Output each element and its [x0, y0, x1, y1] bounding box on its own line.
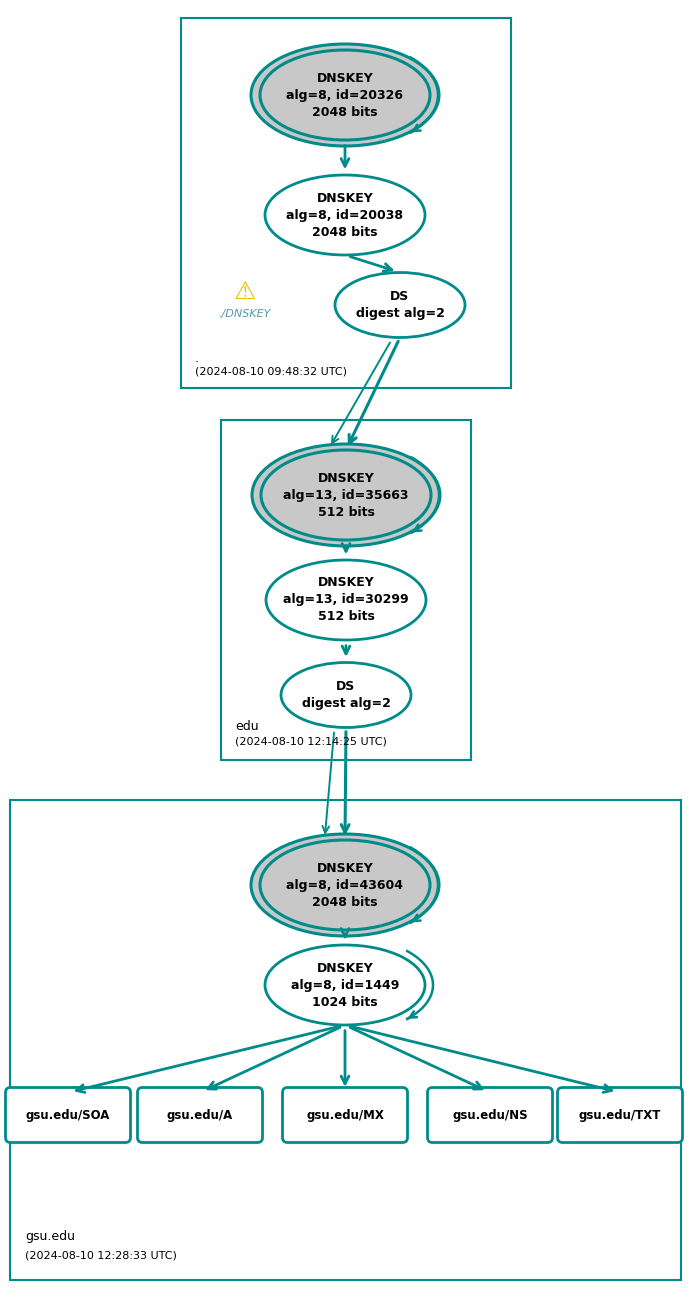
Bar	[221, 420, 471, 760]
FancyBboxPatch shape	[558, 1088, 683, 1143]
Ellipse shape	[260, 840, 430, 930]
Text: gsu.edu/SOA: gsu.edu/SOA	[26, 1109, 110, 1122]
Text: DNSKEY
alg=13, id=35663
512 bits: DNSKEY alg=13, id=35663 512 bits	[283, 471, 409, 518]
Ellipse shape	[260, 50, 430, 140]
Text: DS
digest alg=2: DS digest alg=2	[301, 680, 390, 710]
Text: DNSKEY
alg=8, id=43604
2048 bits: DNSKEY alg=8, id=43604 2048 bits	[287, 862, 404, 908]
Text: gsu.edu/A: gsu.edu/A	[167, 1109, 233, 1122]
Ellipse shape	[252, 443, 440, 546]
Ellipse shape	[281, 663, 411, 727]
Text: DNSKEY
alg=8, id=20326
2048 bits: DNSKEY alg=8, id=20326 2048 bits	[287, 71, 404, 118]
FancyBboxPatch shape	[428, 1088, 553, 1143]
Ellipse shape	[266, 560, 426, 640]
Text: (2024-08-10 12:28:33 UTC): (2024-08-10 12:28:33 UTC)	[25, 1250, 177, 1260]
Text: gsu.edu/NS: gsu.edu/NS	[452, 1109, 528, 1122]
Text: gsu.edu: gsu.edu	[25, 1231, 75, 1242]
FancyBboxPatch shape	[138, 1088, 263, 1143]
Text: (2024-08-10 09:48:32 UTC): (2024-08-10 09:48:32 UTC)	[195, 367, 347, 377]
Ellipse shape	[251, 45, 439, 146]
Ellipse shape	[265, 174, 425, 255]
Text: ⚠: ⚠	[234, 279, 256, 304]
Ellipse shape	[251, 834, 439, 935]
Text: DNSKEY
alg=8, id=20038
2048 bits: DNSKEY alg=8, id=20038 2048 bits	[287, 192, 404, 239]
Text: gsu.edu/TXT: gsu.edu/TXT	[579, 1109, 661, 1122]
Text: edu: edu	[235, 720, 258, 733]
Text: (2024-08-10 12:14:25 UTC): (2024-08-10 12:14:25 UTC)	[235, 737, 387, 747]
Text: ./DNSKEY: ./DNSKEY	[219, 310, 271, 319]
Bar	[10, 800, 681, 1281]
Text: DNSKEY
alg=13, id=30299
512 bits: DNSKEY alg=13, id=30299 512 bits	[283, 576, 409, 623]
Text: DS
digest alg=2: DS digest alg=2	[356, 290, 444, 320]
Text: DNSKEY
alg=8, id=1449
1024 bits: DNSKEY alg=8, id=1449 1024 bits	[291, 962, 399, 1009]
Ellipse shape	[265, 945, 425, 1025]
Ellipse shape	[335, 273, 465, 337]
Text: .: .	[195, 352, 199, 365]
FancyBboxPatch shape	[283, 1088, 408, 1143]
Bar	[181, 18, 511, 388]
FancyBboxPatch shape	[6, 1088, 131, 1143]
Ellipse shape	[261, 450, 431, 541]
Text: gsu.edu/MX: gsu.edu/MX	[306, 1109, 384, 1122]
